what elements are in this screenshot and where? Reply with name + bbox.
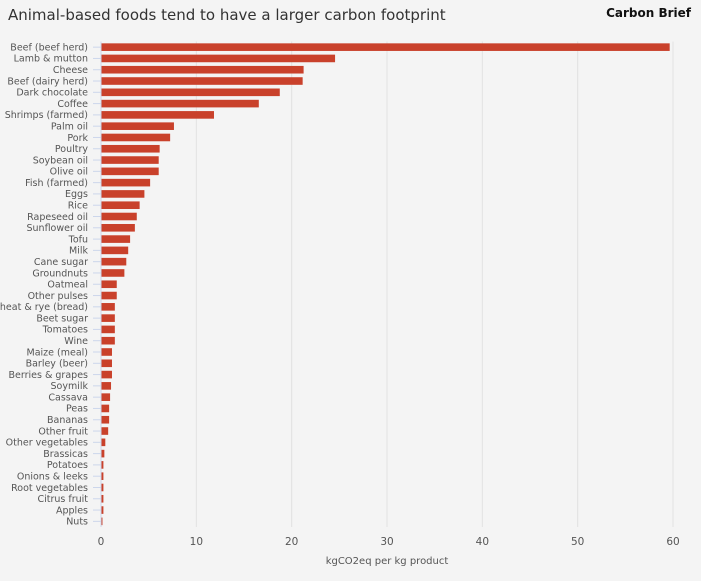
bar xyxy=(101,133,171,142)
bar xyxy=(101,43,670,51)
bar xyxy=(101,223,135,232)
bar xyxy=(101,415,110,424)
bar xyxy=(101,472,104,480)
bar xyxy=(101,291,117,300)
category-label: Berries & grapes xyxy=(9,370,89,381)
bar xyxy=(101,212,137,221)
category-label: Nuts xyxy=(66,517,88,528)
category-label: Fish (farmed) xyxy=(25,178,88,189)
bar xyxy=(101,314,115,322)
brand-logo: Carbon Brief xyxy=(606,6,691,20)
category-label: Rapeseed oil xyxy=(27,212,88,223)
category-label: Maize (meal) xyxy=(27,347,88,358)
category-label: Soybean oil xyxy=(33,155,88,166)
category-label: Tomatoes xyxy=(42,325,88,336)
category-label: Other pulses xyxy=(28,291,88,302)
category-label: Coffee xyxy=(57,99,88,110)
bar xyxy=(101,382,112,390)
bar xyxy=(101,483,104,492)
bar xyxy=(101,190,145,198)
x-tick-label: 60 xyxy=(666,536,679,548)
category-label: Potatoes xyxy=(47,460,88,471)
category-label: Peas xyxy=(66,404,88,415)
category-label: Onions & leeks xyxy=(17,471,88,482)
category-label: Citrus fruit xyxy=(37,494,88,505)
category-label: Sunflower oil xyxy=(27,223,89,234)
category-label: Olive oil xyxy=(50,167,88,178)
bar xyxy=(101,359,112,368)
bar xyxy=(101,99,259,108)
category-label: Lamb & mutton xyxy=(14,54,88,65)
bar xyxy=(101,370,112,379)
bar xyxy=(101,517,103,526)
x-axis-label: kgCO2eq per kg product xyxy=(326,556,449,567)
bar xyxy=(101,167,159,176)
bar xyxy=(101,201,140,210)
category-label: Cane sugar xyxy=(34,257,88,268)
bar xyxy=(101,506,104,514)
bar xyxy=(101,393,111,401)
category-label: Groundnuts xyxy=(32,268,88,279)
category-label: Poultry xyxy=(55,144,88,155)
bar xyxy=(101,348,112,356)
category-label: Beef (dairy herd) xyxy=(7,76,88,87)
category-label: Shrimps (farmed) xyxy=(5,110,88,121)
bar xyxy=(101,178,151,187)
category-label: Beet sugar xyxy=(36,313,88,324)
chart-title: Animal-based foods tend to have a larger… xyxy=(8,6,446,24)
category-label: Tofu xyxy=(68,234,88,245)
bar xyxy=(101,77,303,85)
category-label: Beef (beef herd) xyxy=(10,42,88,53)
bar xyxy=(101,122,174,130)
category-label: Wheat & rye (bread) xyxy=(0,302,88,313)
bar xyxy=(101,427,109,435)
bar xyxy=(101,325,115,334)
x-tick-label: 30 xyxy=(380,536,393,548)
category-label: Bananas xyxy=(47,415,88,426)
bar xyxy=(101,404,110,413)
category-label: Milk xyxy=(69,246,88,257)
category-label: Barley (beer) xyxy=(26,359,88,370)
x-tick-label: 50 xyxy=(571,536,584,548)
bar xyxy=(101,111,214,119)
category-label: Soymilk xyxy=(51,381,89,392)
category-label: Wine xyxy=(64,336,88,347)
x-tick-label: 10 xyxy=(190,536,203,548)
bar xyxy=(101,303,115,311)
x-tick-label: 20 xyxy=(285,536,298,548)
category-label: Apples xyxy=(56,505,88,516)
category-label: Cheese xyxy=(53,65,88,76)
bar xyxy=(101,54,336,63)
bar xyxy=(101,280,117,289)
category-label: Palm oil xyxy=(51,121,88,132)
bar xyxy=(101,449,105,458)
bar xyxy=(101,438,106,447)
category-label: Cassava xyxy=(48,392,88,403)
bar xyxy=(101,336,115,345)
bar xyxy=(101,156,159,164)
category-label: Other fruit xyxy=(38,426,88,437)
bar xyxy=(101,235,131,243)
category-label: Brassicas xyxy=(43,449,88,460)
bar xyxy=(101,461,104,469)
bar xyxy=(101,144,160,153)
x-tick-label: 40 xyxy=(476,536,489,548)
bar xyxy=(101,88,280,97)
x-tick-label: 0 xyxy=(98,536,105,548)
category-label: Root vegetables xyxy=(11,483,88,494)
bar xyxy=(101,246,129,255)
category-label: Rice xyxy=(68,201,88,212)
bar xyxy=(101,269,125,277)
category-label: Dark chocolate xyxy=(16,88,88,99)
bar xyxy=(101,494,104,503)
bar xyxy=(101,65,304,74)
category-label: Pork xyxy=(67,133,88,144)
bar xyxy=(101,257,127,266)
category-label: Oatmeal xyxy=(47,280,88,291)
category-label: Other vegetables xyxy=(6,438,88,449)
category-label: Eggs xyxy=(65,189,88,200)
